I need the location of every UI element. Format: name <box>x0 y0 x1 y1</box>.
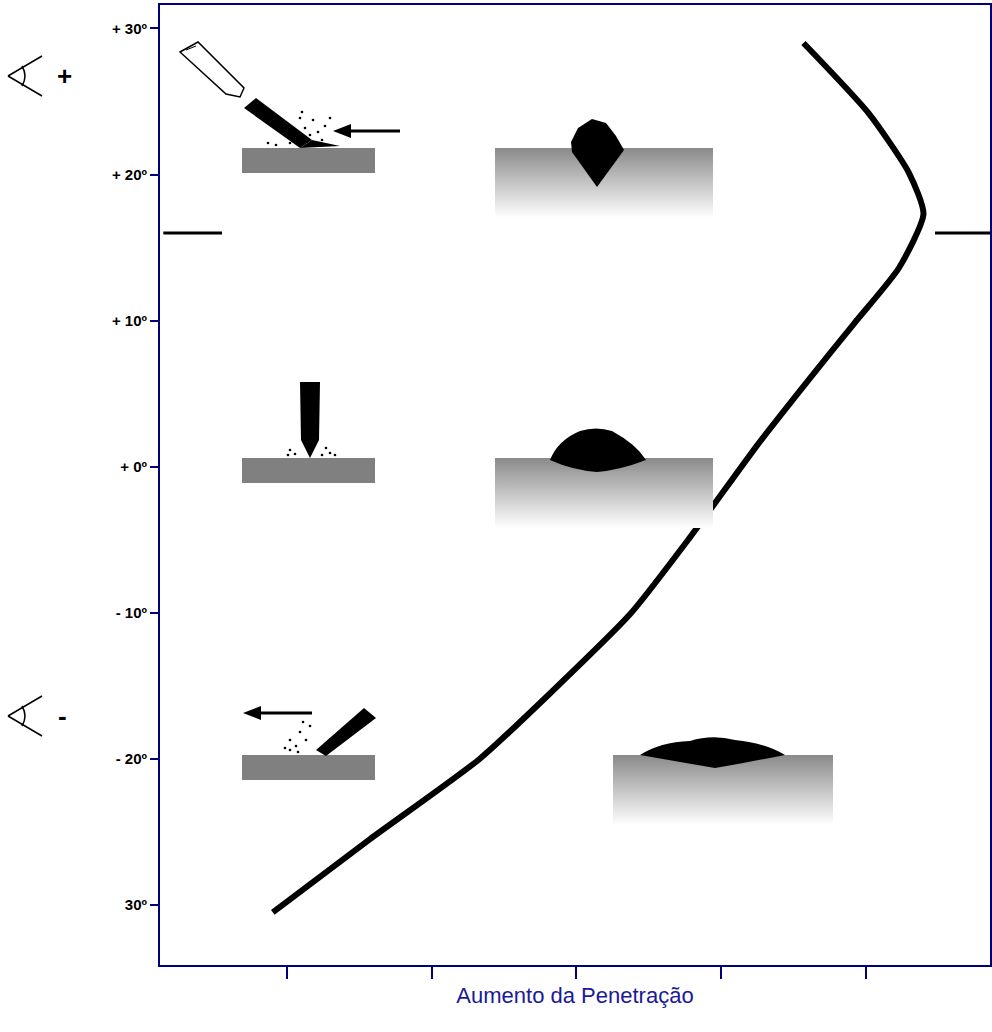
svg-text:- 10º: - 10º <box>116 604 148 621</box>
svg-text:+ 30º: + 30º <box>112 20 148 37</box>
svg-text:Aumento da Penetração: Aumento da Penetração <box>456 983 693 1008</box>
svg-text:-: - <box>58 701 67 731</box>
svg-text:- 20º: - 20º <box>116 750 148 767</box>
svg-text:+ 20º: + 20º <box>112 166 148 183</box>
svg-text:+: + <box>57 61 72 91</box>
svg-text:+ 10º: + 10º <box>112 312 148 329</box>
svg-text:+ 0º: + 0º <box>120 458 147 475</box>
svg-text:30º: 30º <box>125 896 148 913</box>
